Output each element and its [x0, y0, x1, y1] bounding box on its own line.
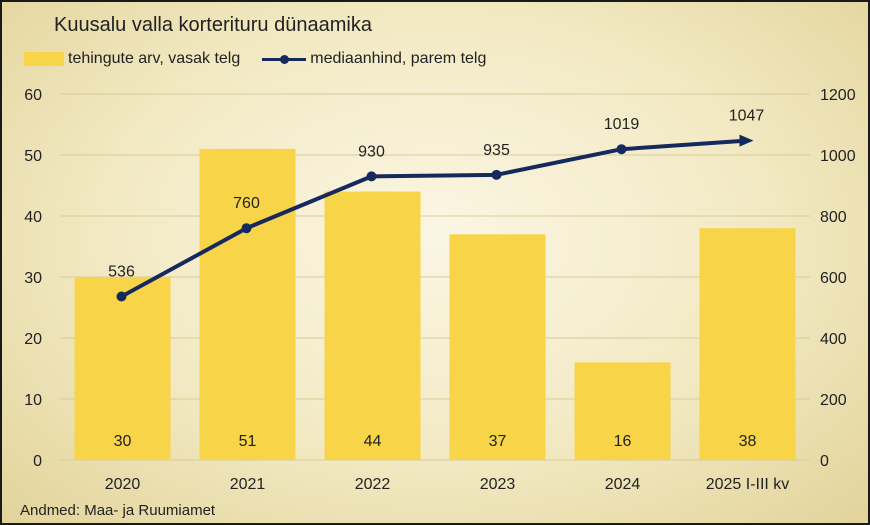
bar — [574, 362, 671, 460]
left-tick-label: 60 — [24, 87, 42, 104]
bar-value-label: 51 — [239, 433, 257, 450]
left-tick-label: 30 — [24, 270, 42, 287]
legend-bars-label: tehingute arv, vasak telg — [68, 50, 241, 67]
line-value-label: 536 — [108, 264, 135, 281]
bar — [699, 228, 796, 460]
line-value-label: 1019 — [604, 116, 640, 133]
right-tick-label: 200 — [820, 392, 847, 409]
bar-value-label: 16 — [614, 433, 632, 450]
median-price-line — [120, 138, 747, 299]
legend-line-swatch — [262, 52, 307, 66]
left-tick-label: 20 — [24, 331, 42, 348]
x-tick-label: 2021 — [230, 476, 266, 493]
bar — [199, 148, 296, 460]
bar — [324, 191, 421, 460]
x-tick-label: 2024 — [605, 476, 641, 493]
line-marker — [116, 291, 127, 302]
left-tick-label: 40 — [24, 209, 42, 226]
bar-value-label: 38 — [739, 433, 757, 450]
right-tick-label: 800 — [820, 209, 847, 226]
line-marker — [491, 169, 502, 180]
bar — [449, 234, 546, 460]
line-value-label: 930 — [358, 143, 385, 160]
x-tick-label: 2023 — [480, 476, 516, 493]
legend-bar-swatch — [24, 52, 64, 66]
x-tick-label: 2022 — [355, 476, 391, 493]
right-tick-label: 1000 — [820, 148, 856, 165]
line-marker — [241, 223, 252, 234]
bar — [74, 277, 171, 460]
source-note: Andmed: Maa- ja Ruumiamet — [20, 502, 216, 519]
left-tick-label: 0 — [33, 453, 42, 470]
right-tick-label: 1200 — [820, 87, 856, 104]
bar-value-label: 37 — [489, 433, 507, 450]
right-tick-label: 400 — [820, 331, 847, 348]
x-tick-label: 2025 I-III kv — [706, 476, 790, 493]
left-tick-label: 50 — [24, 148, 42, 165]
line-value-label: 935 — [483, 142, 510, 159]
legend-item-line: mediaanhind, parem telg — [262, 50, 486, 68]
legend-item-bars: tehingute arv, vasak telg — [24, 50, 240, 68]
left-tick-label: 10 — [24, 392, 42, 409]
chart-legend: tehingute arv, vasak telg mediaanhind, p… — [24, 50, 508, 68]
right-tick-label: 0 — [820, 453, 829, 470]
bar-value-label: 44 — [364, 433, 382, 450]
line-value-label: 760 — [233, 195, 260, 212]
line-value-label: 1047 — [729, 108, 765, 125]
line-marker — [616, 144, 627, 155]
legend-line-label: mediaanhind, parem telg — [310, 50, 487, 67]
bar-value-label: 30 — [114, 433, 132, 450]
x-tick-label: 2020 — [105, 476, 141, 493]
line-marker — [739, 134, 754, 147]
line-marker — [366, 171, 377, 182]
right-tick-label: 600 — [820, 270, 847, 287]
chart-title: Kuusalu valla korterituru dünaamika — [54, 14, 372, 36]
